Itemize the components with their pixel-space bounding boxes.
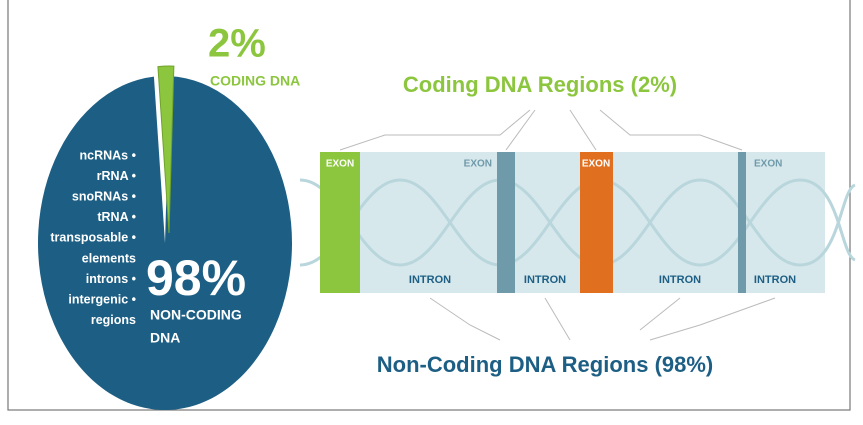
- intron-label: INTRON: [754, 274, 796, 286]
- coding-percent: 2%: [208, 22, 266, 66]
- coding-name: CODING DNA: [210, 73, 300, 89]
- noncoding-title: Non-Coding DNA Regions (98%): [377, 352, 714, 377]
- intron-label: INTRON: [659, 274, 701, 286]
- noncoding-wedge: [37, 76, 292, 410]
- noncoding-item: transposable •: [50, 231, 136, 245]
- exon: [497, 152, 515, 293]
- noncoding-percent: 98%: [146, 250, 246, 306]
- exon-label: EXON: [754, 159, 782, 170]
- coding-wedge: [157, 65, 175, 234]
- noncoding-item: intergenic •: [68, 292, 136, 306]
- noncoding-item: tRNA •: [97, 210, 136, 224]
- noncoding-name: NON-CODING: [150, 307, 242, 323]
- noncoding-item: elements: [82, 251, 136, 265]
- exon: [580, 152, 613, 293]
- connector-lines: [339, 109, 776, 341]
- exon: [320, 152, 360, 293]
- noncoding-item: snoRNAs •: [72, 189, 136, 203]
- noncoding-item: regions: [91, 313, 136, 327]
- intron-label: INTRON: [524, 274, 566, 286]
- noncoding-name: DNA: [150, 330, 180, 346]
- exon-label: EXON: [582, 159, 610, 170]
- intron-label: INTRON: [409, 274, 451, 286]
- noncoding-item: rRNA •: [97, 169, 136, 183]
- coding-title: Coding DNA Regions (2%): [403, 72, 677, 97]
- noncoding-item: ncRNAs •: [80, 148, 136, 162]
- exon-label: EXON: [326, 159, 354, 170]
- frame: [7, 0, 851, 411]
- exon-label: EXON: [464, 159, 492, 170]
- exon: [738, 152, 746, 293]
- noncoding-item: introns •: [86, 272, 136, 286]
